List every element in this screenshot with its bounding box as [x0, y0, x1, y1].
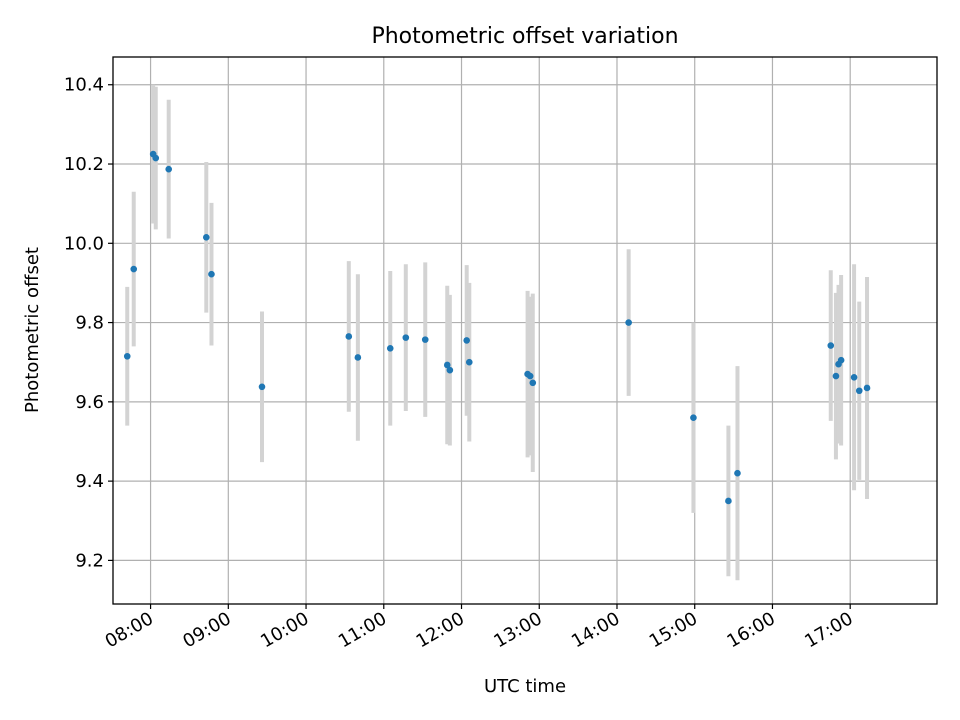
- y-axis-label: Photometric offset: [22, 247, 43, 413]
- data-point: [152, 154, 160, 162]
- data-point: [446, 366, 454, 374]
- y-tick-label: 10.4: [64, 75, 104, 96]
- data-point: [202, 234, 210, 241]
- data-point: [837, 356, 845, 364]
- data-point: [354, 354, 362, 361]
- x-axis-label: UTC time: [484, 676, 566, 697]
- data-point: [529, 379, 537, 387]
- y-tick-label: 10.2: [64, 154, 104, 175]
- data-point: [827, 342, 835, 349]
- plot-frame: [112, 56, 938, 605]
- data-point: [465, 358, 473, 366]
- data-point: [123, 352, 131, 360]
- y-tick-label: 9.8: [75, 313, 104, 334]
- data-point: [690, 414, 697, 422]
- data-points: [123, 150, 871, 505]
- data-point: [855, 387, 863, 395]
- y-tick-label: 9.6: [75, 392, 104, 413]
- data-point: [863, 384, 871, 392]
- y-tick-label: 10.0: [64, 233, 104, 254]
- data-point: [832, 372, 840, 380]
- data-point: [165, 165, 173, 173]
- y-tick-label: 9.4: [75, 471, 104, 492]
- data-point: [208, 270, 215, 278]
- data-point: [526, 372, 534, 380]
- data-point: [725, 497, 732, 505]
- grid: [113, 57, 937, 604]
- data-point: [421, 336, 429, 343]
- data-point: [345, 333, 353, 340]
- data-point: [130, 265, 138, 273]
- chart-title: Photometric offset variation: [371, 24, 678, 49]
- data-point: [463, 337, 470, 344]
- data-point: [443, 361, 451, 369]
- data-point: [850, 373, 858, 381]
- data-point: [258, 383, 266, 391]
- data-point: [734, 469, 741, 477]
- data-point: [402, 334, 410, 341]
- data-point: [625, 319, 632, 326]
- data-point: [386, 345, 394, 352]
- y-tick-label: 9.2: [75, 550, 104, 571]
